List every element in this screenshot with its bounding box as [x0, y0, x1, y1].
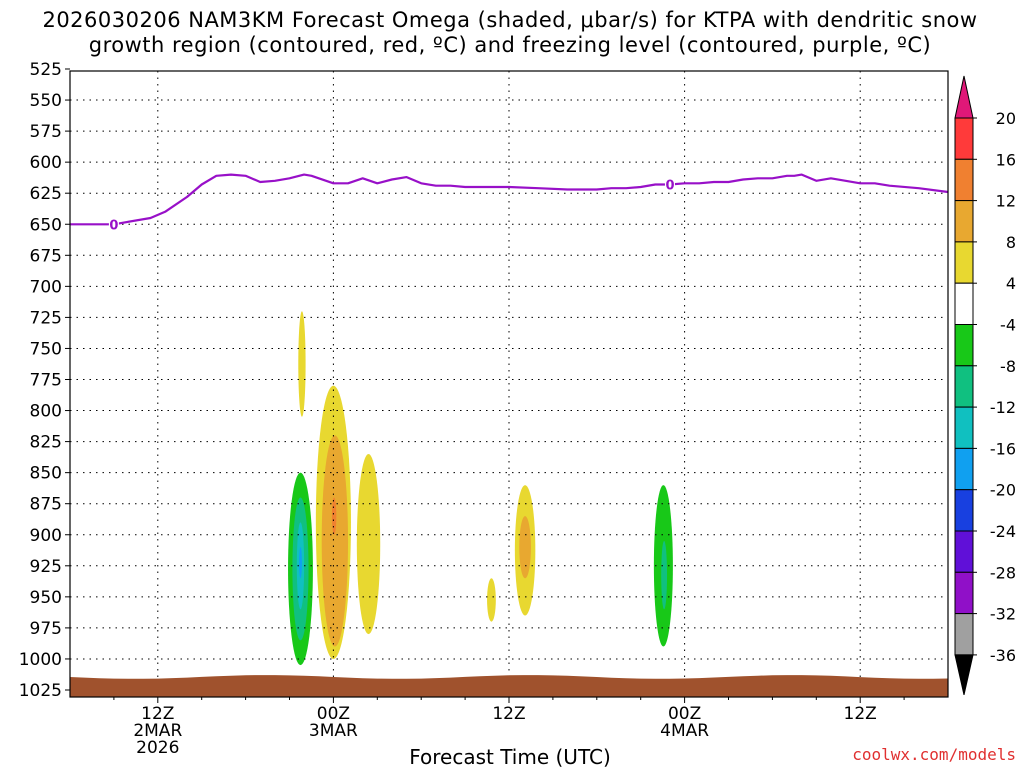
y-tick-label-875: 875: [30, 495, 62, 515]
colorbar-label-4: 4: [1006, 274, 1016, 293]
colorbar-bin-4: [954, 282, 974, 326]
y-tick-label-750: 750: [30, 339, 62, 359]
colorbar-label-3: 8: [1006, 233, 1016, 252]
colorbar-bin-0: [954, 117, 974, 160]
colorbar-bin-10: [954, 530, 974, 573]
x-tick-label-18-1: 3MAR: [309, 721, 358, 741]
y-tick-label-900: 900: [30, 526, 62, 546]
x-tick-label-6-2: 2026: [136, 738, 179, 758]
y-tick-label-625: 625: [30, 184, 62, 204]
y-tick-label-525: 525: [30, 60, 62, 80]
colorbar-bin-1: [954, 158, 974, 202]
chart-title-line-1: 2026030206 NAM3KM Forecast Omega (shaded…: [42, 8, 977, 32]
colorbar-label-11: -28: [990, 563, 1016, 582]
omega-colorbar: 20 16 12 8 4 -4 -8 -12 -16 -20 -24 -28 -32 -36: [954, 75, 1016, 696]
y-tick-label-675: 675: [30, 246, 62, 266]
colorbar-bin-2: [954, 200, 974, 243]
y-tick-label-925: 925: [30, 557, 62, 577]
freezing-level-line: [70, 173, 949, 226]
x-tick-label-18-0: 00Z: [317, 704, 350, 724]
colorbar-bin-8: [954, 447, 974, 491]
colorbar-bin-3: [954, 241, 974, 284]
omega-region-5: [356, 454, 381, 635]
omega-region-0: [298, 311, 306, 417]
colorbar-label-9: -20: [990, 481, 1016, 500]
freezing-level-label-bg-1: [664, 177, 675, 192]
colorbar-label-13: -36: [990, 646, 1016, 665]
freezing-level-layer: 00: [70, 173, 949, 233]
colorbar-label-2: 12: [996, 192, 1016, 211]
credit-text: coolwx.com/models: [852, 745, 1016, 764]
y-axis: 525 550 575 600 625 650 675 700 725 750 775 800 825 8…: [19, 60, 70, 701]
colorbar-bin-11: [954, 571, 974, 615]
omega-region-12: [299, 547, 302, 579]
x-tick-label-42-0: 00Z: [668, 704, 701, 724]
x-tick-label-6-0: 12Z: [141, 704, 174, 724]
terrain-shape: [70, 675, 948, 697]
y-tick-label-825: 825: [30, 433, 62, 453]
y-tick-label-575: 575: [30, 122, 62, 142]
colorbar-bin-6: [954, 365, 974, 408]
grid-lines: [70, 71, 948, 697]
freezing-level-label-0: 0: [109, 218, 118, 233]
freezing-level-label-1: 0: [665, 179, 674, 194]
colorbar-label-1: 16: [996, 150, 1016, 169]
colorbar-label-5: -4: [1000, 316, 1016, 335]
y-tick-label-850: 850: [30, 464, 62, 484]
x-tick-label-54-0: 12Z: [844, 704, 877, 724]
x-tick-label-42-1: 4MAR: [660, 721, 709, 741]
colorbar-label-6: -8: [1000, 357, 1016, 376]
omega-region-8: [519, 516, 531, 579]
colorbar-bin-12: [954, 613, 974, 656]
x-tick-label-6-1: 2MAR: [133, 721, 182, 741]
y-tick-label-700: 700: [30, 277, 62, 297]
colorbar-top-arrow: [954, 75, 974, 119]
y-tick-label-775: 775: [30, 371, 62, 391]
colorbar-bin-7: [954, 406, 974, 449]
colorbar-bin-9: [954, 489, 974, 532]
colorbar-label-7: -12: [990, 398, 1016, 417]
colorbar-label-12: -32: [990, 605, 1016, 624]
x-tick-label-30-0: 12Z: [492, 704, 525, 724]
y-tick-label-1025: 1025: [19, 681, 62, 701]
y-tick-label-550: 550: [30, 91, 62, 111]
omega-region-4: [331, 497, 337, 535]
terrain-layer: [70, 675, 948, 697]
y-tick-label-800: 800: [30, 402, 62, 422]
colorbar-bottom-arrow: [954, 654, 974, 696]
y-tick-label-1000: 1000: [19, 650, 62, 670]
colorbar-label-0: 20: [996, 109, 1016, 128]
y-tick-label-950: 950: [30, 588, 62, 608]
omega-shading-layer: [288, 311, 673, 666]
chart-title-line-2: growth region (contoured, red, ºC) and f…: [89, 33, 932, 57]
y-tick-label-650: 650: [30, 215, 62, 235]
omega-region-6: [487, 578, 496, 622]
colorbar-bin-5: [954, 324, 974, 367]
x-axis-title: Forecast Time (UTC): [409, 745, 611, 768]
colorbar-label-10: -24: [990, 522, 1016, 541]
y-tick-label-600: 600: [30, 153, 62, 173]
omega-region-14: [661, 540, 668, 610]
freezing-level-label-bg-0: [108, 217, 119, 232]
colorbar-label-8: -16: [990, 439, 1016, 458]
omega-region-3: [326, 478, 343, 610]
y-tick-label-975: 975: [30, 619, 62, 639]
y-tick-label-725: 725: [30, 308, 62, 328]
